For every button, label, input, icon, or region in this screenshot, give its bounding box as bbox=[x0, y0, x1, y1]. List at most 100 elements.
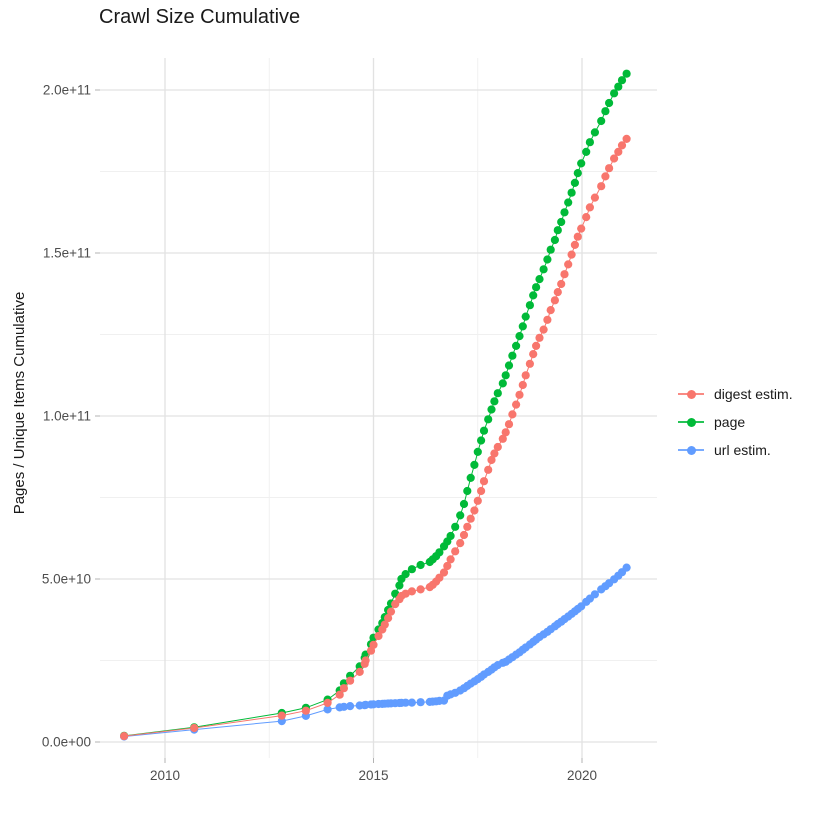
data-point bbox=[543, 255, 552, 264]
data-point bbox=[384, 614, 393, 623]
data-point bbox=[501, 371, 510, 380]
data-point bbox=[463, 522, 472, 531]
y-tick-labels: 0.0e+00 5.0e+10 1.0e+11 1.5e+11 2.0e+11 bbox=[42, 83, 91, 750]
data-point bbox=[346, 676, 355, 685]
legend-key-digest-icon bbox=[678, 387, 704, 401]
data-point bbox=[617, 141, 627, 150]
data-point bbox=[416, 698, 425, 707]
data-point bbox=[585, 203, 595, 212]
y-tick-label: 5.0e+10 bbox=[42, 572, 91, 587]
data-point bbox=[473, 447, 482, 456]
data-point bbox=[560, 208, 569, 217]
data-point bbox=[435, 548, 444, 557]
data-point bbox=[477, 486, 486, 496]
data-point bbox=[508, 351, 517, 360]
data-point bbox=[622, 69, 631, 78]
legend: digest estim. page url estim. bbox=[678, 380, 793, 464]
data-point bbox=[570, 240, 580, 249]
axis-tick-marks bbox=[95, 89, 583, 763]
data-point bbox=[601, 107, 610, 116]
data-point bbox=[535, 275, 544, 284]
data-point bbox=[529, 291, 538, 300]
data-point bbox=[597, 116, 606, 126]
data-point bbox=[590, 590, 600, 599]
data-point bbox=[573, 169, 582, 178]
data-point bbox=[577, 224, 586, 233]
data-point bbox=[550, 235, 560, 245]
data-point bbox=[339, 684, 348, 693]
legend-item-page: page bbox=[678, 408, 793, 436]
data-point bbox=[614, 147, 623, 156]
minor-gridlines bbox=[100, 58, 657, 758]
data-point bbox=[557, 279, 566, 289]
data-point bbox=[622, 134, 631, 143]
y-tick-label: 2.0e+11 bbox=[43, 83, 91, 98]
data-point bbox=[446, 555, 455, 564]
data-point bbox=[539, 325, 548, 334]
data-point bbox=[346, 702, 355, 711]
data-point bbox=[446, 531, 455, 541]
legend-label: page bbox=[714, 414, 746, 430]
legend-key-url-icon bbox=[678, 443, 704, 457]
data-point bbox=[617, 76, 627, 85]
data-point bbox=[518, 322, 527, 331]
data-point bbox=[610, 154, 619, 163]
data-point bbox=[470, 460, 479, 469]
data-point bbox=[543, 315, 552, 324]
data-point bbox=[553, 226, 562, 235]
data-point bbox=[401, 589, 410, 598]
data-point bbox=[605, 98, 614, 108]
data-point bbox=[535, 333, 544, 342]
data-point bbox=[407, 565, 416, 574]
data-point bbox=[493, 442, 502, 452]
data-point bbox=[466, 473, 475, 482]
data-point bbox=[539, 265, 548, 274]
data-point bbox=[323, 698, 332, 708]
data-point bbox=[564, 260, 573, 269]
data-point bbox=[567, 188, 576, 197]
data-point bbox=[374, 631, 383, 641]
series-digest-estim bbox=[120, 134, 631, 741]
data-point bbox=[597, 182, 606, 191]
data-point bbox=[439, 568, 449, 577]
y-axis-title: Pages / Unique Items Cumulative bbox=[11, 291, 28, 515]
data-point bbox=[511, 341, 521, 350]
data-point bbox=[582, 213, 591, 222]
data-point bbox=[567, 250, 576, 259]
data-point bbox=[529, 350, 538, 359]
data-point bbox=[479, 477, 489, 486]
data-point bbox=[120, 732, 129, 741]
data-point bbox=[525, 359, 535, 368]
data-point bbox=[473, 496, 482, 505]
data-point bbox=[190, 723, 199, 733]
data-point bbox=[590, 193, 600, 202]
data-point bbox=[610, 89, 619, 98]
data-point bbox=[570, 178, 580, 187]
data-point bbox=[301, 706, 310, 715]
x-tick-label: 2010 bbox=[150, 768, 180, 783]
series-url-estim bbox=[120, 563, 631, 741]
data-point bbox=[501, 428, 510, 437]
data-point bbox=[511, 400, 521, 409]
data-point bbox=[585, 138, 595, 147]
data-point bbox=[546, 245, 555, 254]
data-point bbox=[498, 379, 507, 388]
data-point bbox=[451, 547, 460, 556]
chart-title: Crawl Size Cumulative bbox=[99, 6, 301, 28]
data-point bbox=[515, 390, 524, 399]
data-point bbox=[339, 702, 348, 711]
data-point bbox=[605, 164, 614, 173]
data-point bbox=[484, 465, 493, 474]
data-point bbox=[532, 283, 541, 292]
data-point bbox=[459, 499, 469, 509]
data-point bbox=[550, 296, 560, 305]
series-page bbox=[120, 69, 631, 740]
data-point bbox=[515, 332, 524, 341]
data-point bbox=[560, 270, 569, 279]
data-point bbox=[479, 426, 489, 435]
data-point bbox=[573, 232, 582, 241]
data-point bbox=[456, 539, 465, 548]
data-point bbox=[335, 690, 344, 699]
